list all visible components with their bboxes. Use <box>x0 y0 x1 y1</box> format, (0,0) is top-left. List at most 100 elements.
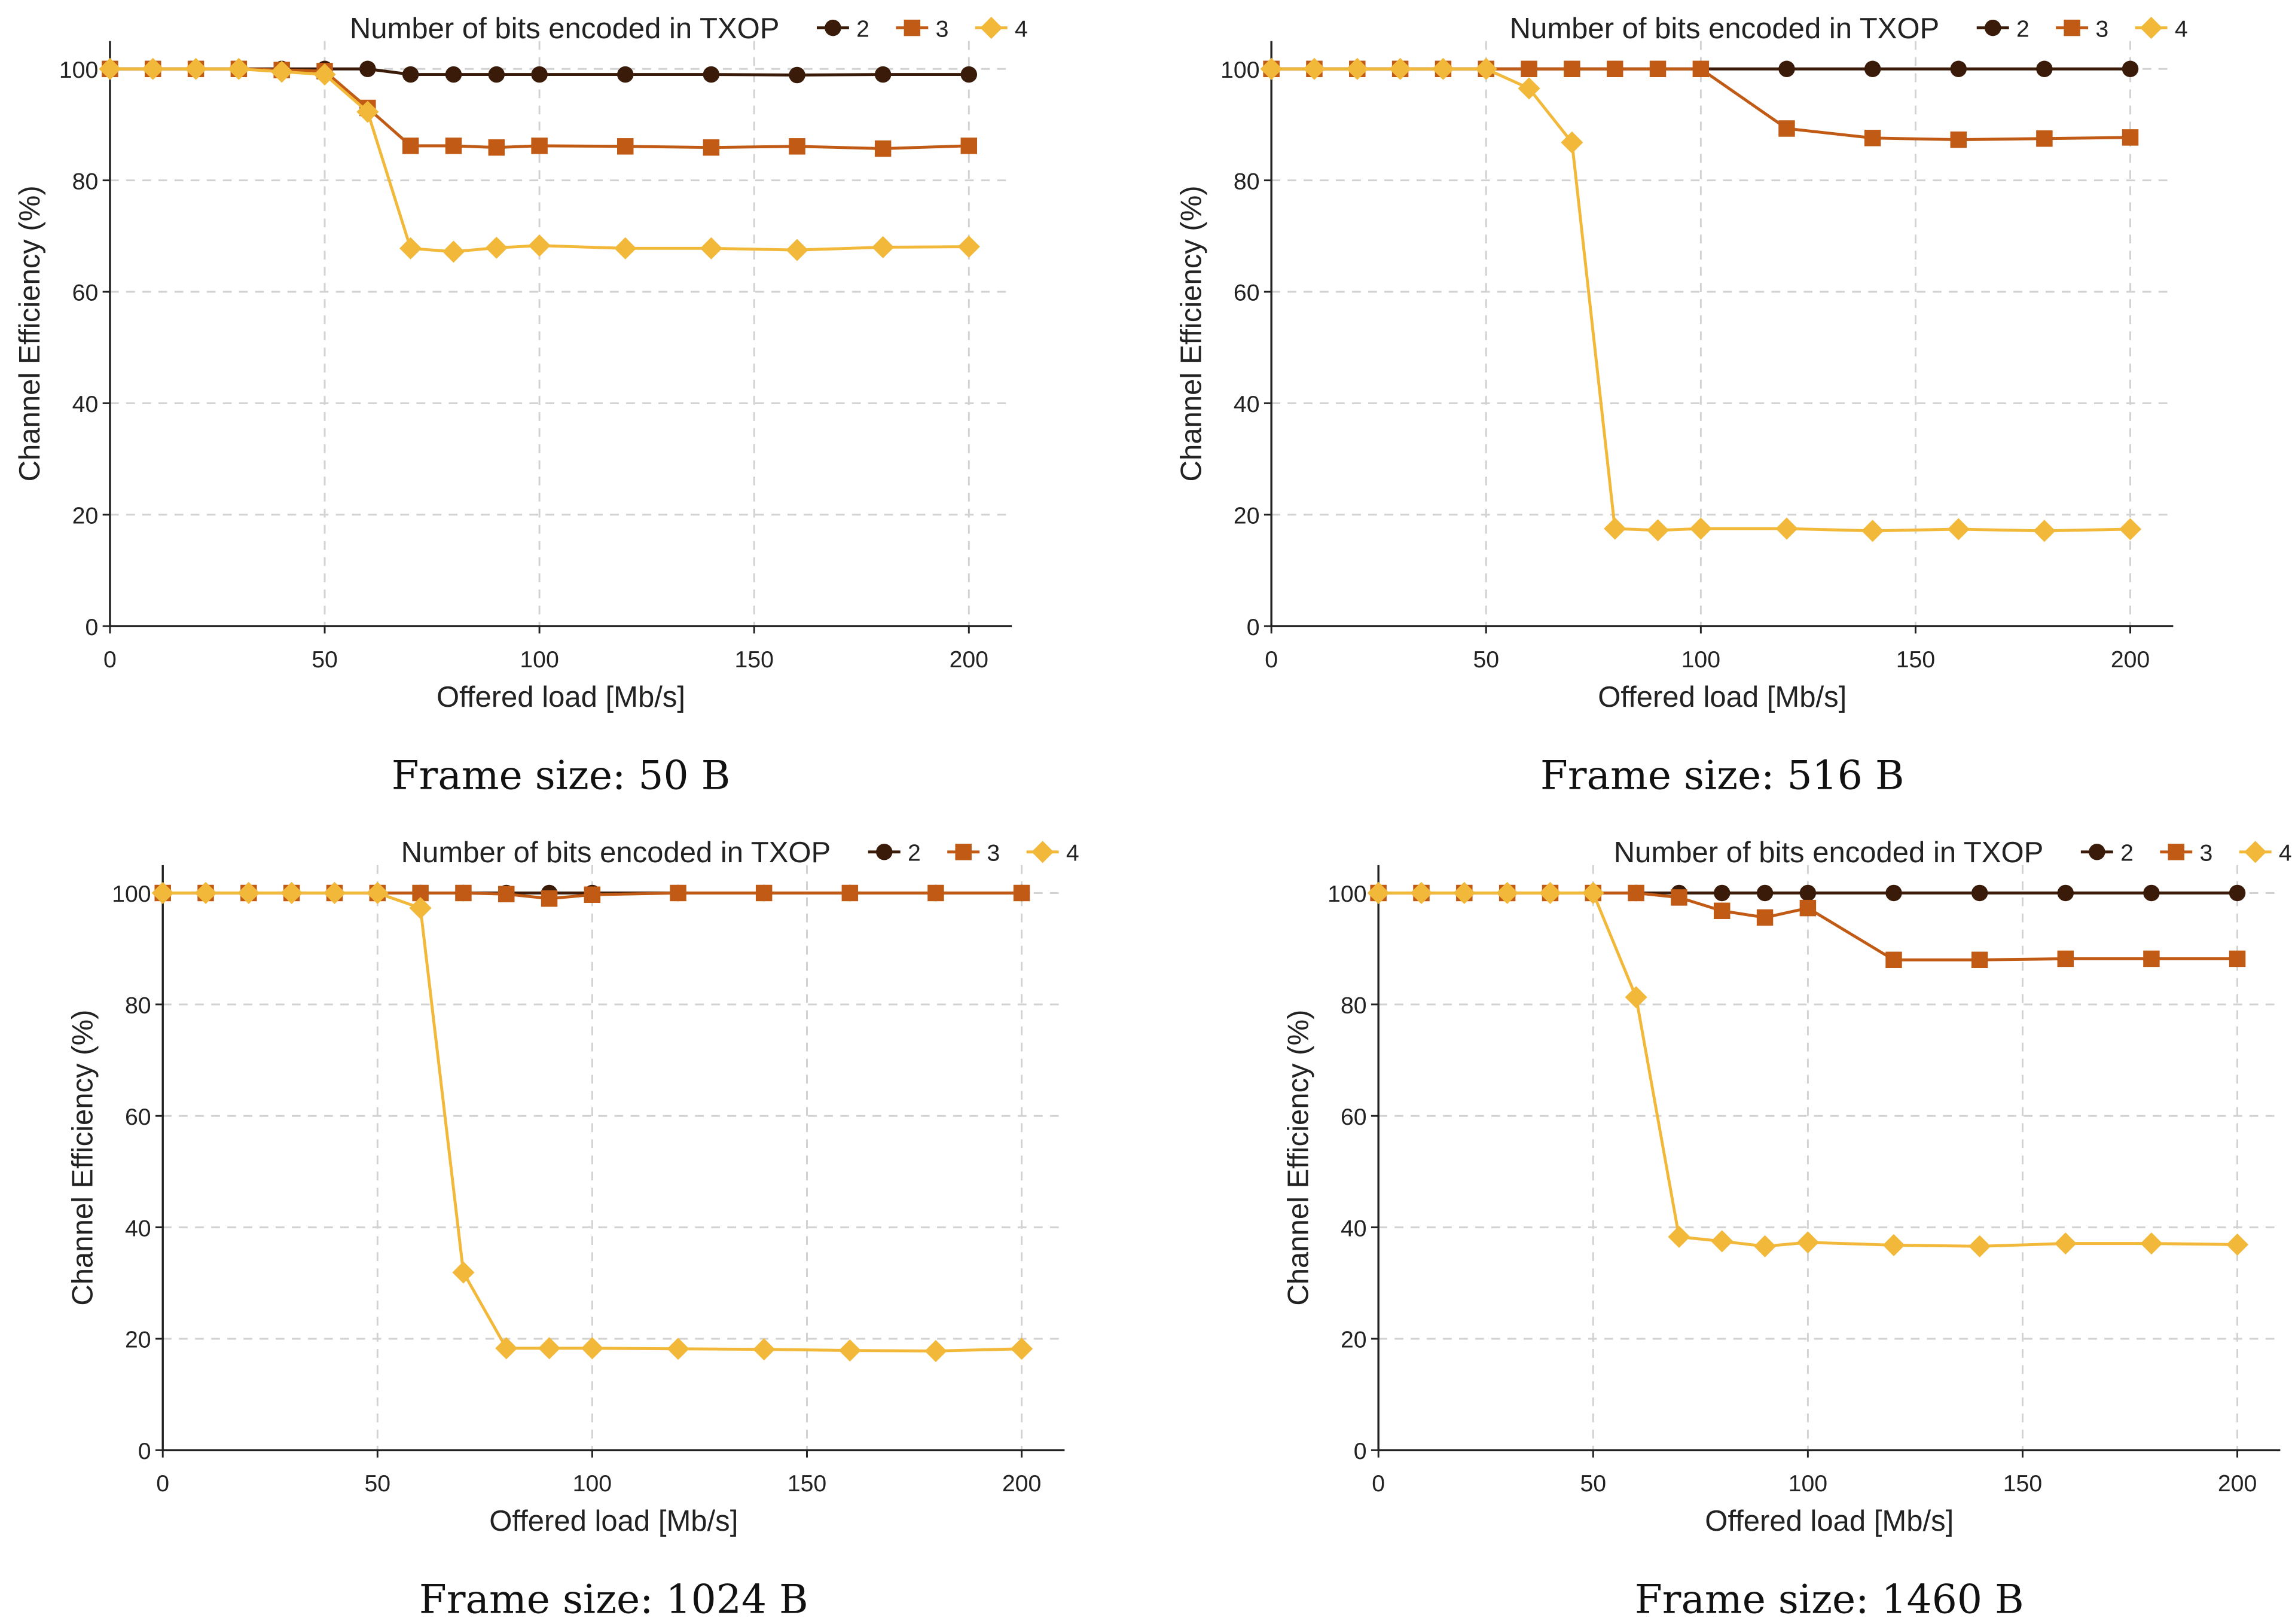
data-point-series-4 <box>1539 881 1562 905</box>
y-tick-label: 100 <box>59 57 98 83</box>
data-point-series-2 <box>1864 60 1881 77</box>
data-point-series-2 <box>402 66 419 83</box>
data-point-series-2 <box>2122 60 2139 77</box>
data-point-series-2 <box>1971 884 1988 902</box>
y-tick-label: 100 <box>112 881 151 907</box>
legend-label: 4 <box>1066 840 1079 866</box>
data-point-series-4 <box>1647 519 1670 542</box>
x-tick-label: 50 <box>312 646 338 673</box>
data-point-series-3 <box>1013 884 1030 902</box>
x-tick-label: 50 <box>1580 1470 1606 1497</box>
data-point-series-4 <box>700 237 722 260</box>
data-point-series-4 <box>1432 57 1454 80</box>
x-tick-label: 0 <box>156 1470 169 1497</box>
x-tick-label: 100 <box>520 646 558 673</box>
data-point-series-4 <box>1011 1338 1033 1360</box>
legend-item-4: 4 <box>2135 16 2188 42</box>
data-point-series-2 <box>2036 60 2053 77</box>
data-point-series-3 <box>541 890 558 907</box>
data-point-series-4 <box>2226 1233 2249 1256</box>
data-point-series-4 <box>442 240 465 263</box>
y-tick-label: 20 <box>1341 1327 1367 1353</box>
data-point-series-2 <box>1950 60 1967 77</box>
data-point-series-2 <box>617 66 634 83</box>
data-point-series-4 <box>1947 518 1970 541</box>
data-point-series-3 <box>927 884 944 902</box>
legend-title: Number of bits encoded in TXOP <box>1510 13 1940 45</box>
series-line-4 <box>1378 892 2238 1248</box>
data-point-series-4 <box>452 1261 475 1284</box>
data-point-series-4 <box>667 1338 689 1360</box>
y-tick-label: 80 <box>72 168 99 194</box>
data-point-series-3 <box>1671 889 1687 906</box>
data-point-series-4 <box>227 57 250 80</box>
data-point-series-3 <box>1799 899 1817 917</box>
data-point-series-4 <box>2140 1232 2163 1255</box>
data-point-series-4 <box>1496 881 1519 905</box>
legend-item-4: 4 <box>1026 840 1079 866</box>
data-point-series-3 <box>1885 951 1902 969</box>
data-point-series-4 <box>1561 131 1583 154</box>
x-tick-label: 0 <box>103 646 117 673</box>
y-tick-label: 60 <box>1341 1104 1367 1130</box>
data-point-series-4 <box>1260 57 1283 80</box>
data-point-series-3 <box>1971 951 1988 969</box>
legend-item-4: 4 <box>2239 840 2292 866</box>
x-axis-title: Offered load [Mb/s] <box>437 681 685 713</box>
data-point-series-4 <box>356 100 379 123</box>
data-point-series-3 <box>841 884 859 902</box>
y-tick-label: 0 <box>1247 614 1260 640</box>
data-point-series-3 <box>2122 129 2139 146</box>
data-point-series-4 <box>924 1339 947 1363</box>
data-point-series-4 <box>1410 881 1433 905</box>
y-tick-label: 0 <box>138 1438 151 1464</box>
data-point-series-4 <box>1796 1231 1819 1254</box>
x-tick-label: 150 <box>1896 646 1935 673</box>
y-tick-label: 80 <box>1234 168 1260 194</box>
chart-panel-2: 0 50 100 150 200 0 20 40 60 80 100 Offered load [Mb… <box>1175 13 2187 799</box>
data-point-series-2 <box>2229 884 2246 902</box>
data-point-series-4 <box>1625 986 1647 1009</box>
data-point-series-3 <box>1864 130 1881 146</box>
data-point-series-2 <box>2057 884 2074 902</box>
data-point-series-4 <box>614 237 637 260</box>
data-point-series-3 <box>455 884 472 902</box>
data-point-series-4 <box>237 881 260 905</box>
legend-label: 2 <box>2120 840 2134 866</box>
x-tick-label: 50 <box>364 1470 390 1497</box>
data-point-series-2 <box>1778 60 1795 77</box>
y-tick-label: 60 <box>125 1104 151 1130</box>
series-line-4 <box>109 67 969 254</box>
x-tick-label: 200 <box>1002 1470 1041 1497</box>
data-point-series-4 <box>409 897 432 920</box>
y-tick-label: 0 <box>85 614 98 640</box>
legend-title: Number of bits encoded in TXOP <box>1614 837 2044 869</box>
x-tick-label: 200 <box>950 646 988 673</box>
x-tick-label: 150 <box>2003 1470 2042 1497</box>
data-point-series-2 <box>1799 884 1817 902</box>
y-tick-label: 100 <box>1327 881 1366 907</box>
data-point-series-4 <box>753 1338 776 1361</box>
legend-marker <box>2064 19 2080 36</box>
data-point-series-4 <box>495 1337 518 1360</box>
data-point-series-4 <box>581 1337 603 1360</box>
legend-marker <box>1984 19 2001 36</box>
legend-marker <box>955 844 972 860</box>
data-point-series-4 <box>1475 57 1497 80</box>
data-point-series-3 <box>2143 950 2160 967</box>
y-tick-label: 20 <box>1234 502 1260 529</box>
data-point-series-3 <box>1778 120 1795 137</box>
data-point-series-4 <box>838 1339 861 1362</box>
legend-item-3: 3 <box>2056 16 2108 42</box>
data-point-series-3 <box>670 884 686 902</box>
legend-marker <box>876 844 893 860</box>
data-point-series-4 <box>185 57 207 80</box>
data-point-series-2 <box>1756 884 1774 902</box>
data-point-series-3 <box>789 138 805 155</box>
data-point-series-4 <box>1582 881 1604 905</box>
y-tick-label: 20 <box>72 502 99 529</box>
data-point-series-4 <box>1775 517 1798 540</box>
data-point-series-3 <box>2229 950 2246 967</box>
data-point-series-2 <box>1714 884 1731 902</box>
y-axis-title: Channel Efficiency (%) <box>1175 185 1207 481</box>
